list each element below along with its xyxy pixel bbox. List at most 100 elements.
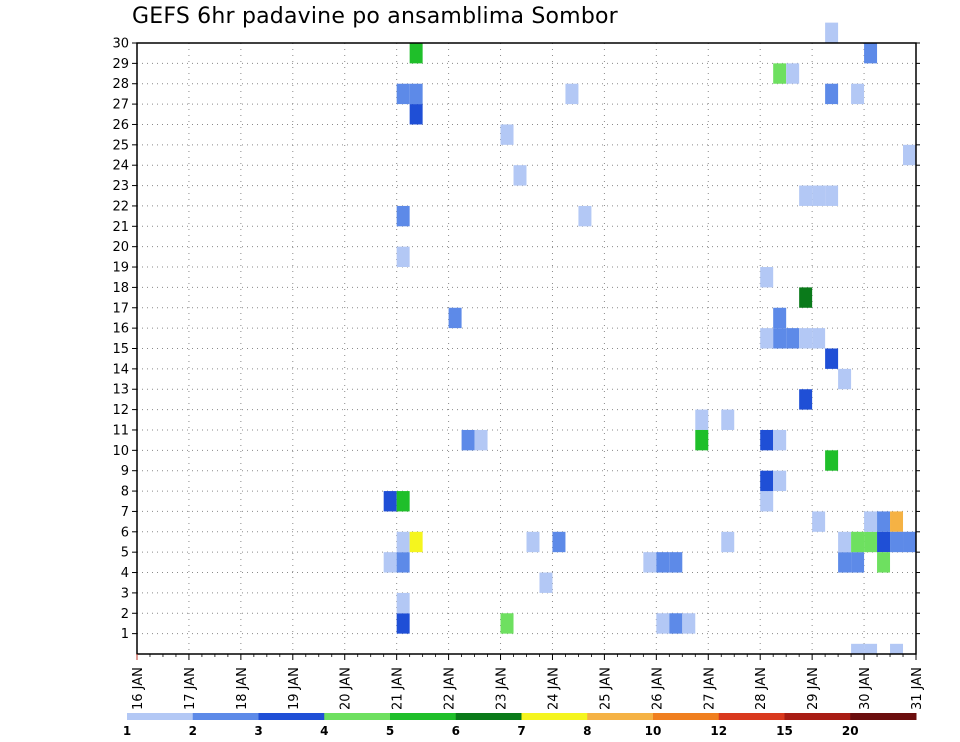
- y-tick-label: 17: [112, 301, 129, 316]
- colorbar-label: 6: [452, 724, 460, 738]
- y-tick-label: 4: [121, 566, 129, 581]
- x-tick-label: 16 JAN: [131, 667, 146, 710]
- heatmap-cell: [396, 491, 410, 512]
- y-tick-label: 11: [112, 423, 129, 438]
- colorbar-segment: [784, 713, 851, 720]
- heatmap-cell: [825, 22, 839, 43]
- heatmap-cell: [760, 429, 774, 451]
- colorbar-label: 10: [645, 724, 662, 738]
- heatmap-cell: [773, 429, 787, 451]
- heatmap-cell: [409, 104, 423, 125]
- y-tick-label: 27: [112, 98, 129, 113]
- heatmap-cell: [825, 83, 839, 105]
- colorbar-label: 7: [517, 724, 525, 738]
- heatmap-cell: [409, 83, 423, 105]
- colorbar-segment: [258, 713, 325, 720]
- y-tick-label: 22: [112, 199, 129, 214]
- heatmap-cell: [903, 531, 916, 553]
- heatmap-cell: [656, 552, 670, 573]
- heatmap-cell: [838, 368, 852, 390]
- heatmap-cell: [851, 643, 865, 654]
- heatmap-cell: [864, 43, 878, 64]
- heatmap-cell: [773, 307, 787, 329]
- colorbar-segment: [850, 713, 917, 720]
- heatmap-cell: [669, 613, 683, 634]
- y-tick-label: 9: [121, 464, 129, 479]
- x-tick-label: 19 JAN: [287, 667, 302, 710]
- heatmap-cell: [851, 552, 865, 573]
- colorbar-label: 2: [189, 724, 197, 738]
- heatmap-cell: [877, 552, 891, 573]
- colorbar-segment: [455, 713, 522, 720]
- x-tick-label: 22 JAN: [443, 667, 458, 710]
- heatmap-cell: [669, 552, 683, 573]
- heatmap-cell: [799, 389, 813, 410]
- y-tick-label: 14: [112, 362, 129, 377]
- heatmap-cell: [812, 511, 826, 532]
- heatmap-cell: [461, 429, 475, 451]
- colorbar-label: 20: [842, 724, 859, 738]
- heatmap-cell: [526, 531, 540, 553]
- x-tick-label: 27 JAN: [702, 667, 717, 710]
- heatmap-cell: [721, 531, 735, 553]
- heatmap-cell: [812, 185, 826, 206]
- y-tick-label: 21: [112, 220, 129, 235]
- heatmap-cell: [396, 246, 410, 268]
- heatmap-cell: [877, 511, 891, 532]
- colorbar-label: 5: [386, 724, 394, 738]
- y-tick-label: 12: [112, 403, 129, 418]
- y-tick-label: 26: [112, 118, 129, 133]
- heatmap-cell: [773, 328, 787, 349]
- heatmap-cell: [552, 531, 566, 553]
- x-tick-label: 28 JAN: [754, 667, 769, 710]
- colorbar-label: 3: [254, 724, 262, 738]
- y-tick-label: 20: [112, 240, 129, 255]
- colorbar-segment: [324, 713, 391, 720]
- colorbar-segment: [653, 713, 720, 720]
- heatmap-cell: [409, 43, 423, 64]
- heatmap-cell: [396, 592, 410, 614]
- colorbar-segment: [390, 713, 457, 720]
- y-tick-label: 16: [112, 322, 129, 337]
- colorbar-segment: [127, 713, 194, 720]
- y-tick-label: 18: [112, 281, 129, 296]
- heatmap-cell: [773, 470, 787, 492]
- y-tick-label: 6: [121, 525, 129, 540]
- y-tick-label: 30: [112, 37, 129, 52]
- heatmap-cell: [799, 185, 813, 206]
- x-tick-label: 29 JAN: [806, 667, 821, 710]
- heatmap-cell: [799, 328, 813, 349]
- heatmap-cell: [656, 613, 670, 634]
- colorbar-segment: [718, 713, 785, 720]
- y-tick-label: 29: [112, 57, 129, 72]
- colorbar-segment: [521, 713, 588, 720]
- heatmap-cell: [825, 185, 839, 206]
- heatmap-cell: [903, 144, 916, 166]
- heatmap-cell: [864, 511, 878, 532]
- heatmap-cell: [500, 124, 514, 145]
- y-tick-label: 28: [112, 77, 129, 92]
- heatmap-cell: [864, 531, 878, 553]
- x-tick-label: 17 JAN: [183, 667, 198, 710]
- heatmap-cell: [825, 450, 839, 471]
- heatmap-cell: [682, 613, 696, 634]
- heatmap-cell: [695, 429, 709, 451]
- heatmap-cell: [786, 328, 800, 349]
- heatmap-cell: [396, 552, 410, 573]
- y-tick-label: 3: [121, 586, 129, 601]
- x-tick-label: 23 JAN: [495, 667, 510, 710]
- x-tick-label: 18 JAN: [235, 667, 250, 710]
- colorbar-segment: [587, 713, 654, 720]
- y-tick-label: 10: [112, 444, 129, 459]
- heatmap-cell: [760, 470, 774, 492]
- y-tick-label: 24: [112, 159, 129, 174]
- colorbar-label: 15: [776, 724, 793, 738]
- heatmap-cell: [786, 63, 800, 84]
- heatmap-cell: [851, 531, 865, 553]
- heatmap-cell: [565, 83, 579, 105]
- heatmap-cell: [851, 83, 865, 105]
- heatmap-cell: [760, 267, 774, 288]
- x-tick-label: 21 JAN: [391, 667, 406, 710]
- heatmap-cell: [513, 165, 527, 186]
